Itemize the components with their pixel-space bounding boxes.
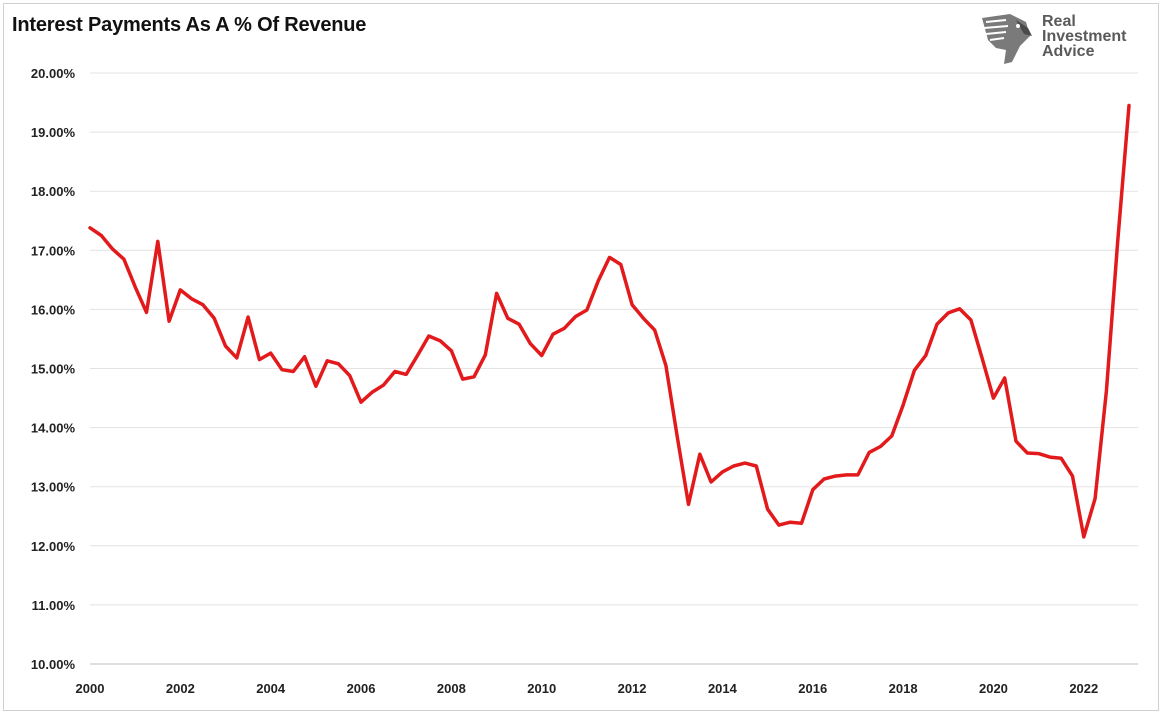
- x-tick-label: 2016: [798, 681, 827, 696]
- x-tick-label: 2018: [889, 681, 918, 696]
- y-tick-label: 19.00%: [31, 125, 76, 140]
- logo-wordmark: Real Investment Advice: [1042, 13, 1127, 60]
- logo-line-2: Investment: [1042, 28, 1127, 45]
- y-tick-label: 10.00%: [31, 657, 76, 672]
- x-tick-label: 2002: [166, 681, 195, 696]
- eagle-head-icon: [982, 14, 1032, 64]
- chart-title: Interest Payments As A % Of Revenue: [12, 14, 367, 36]
- x-tick-label: 2000: [76, 681, 105, 696]
- x-tick-label: 2022: [1069, 681, 1098, 696]
- x-tick-label: 2006: [347, 681, 376, 696]
- y-tick-label: 15.00%: [31, 362, 76, 377]
- chart-frame: [3, 3, 1159, 711]
- y-tick-label: 17.00%: [31, 243, 76, 258]
- x-tick-label: 2012: [618, 681, 647, 696]
- y-tick-label: 14.00%: [31, 421, 76, 436]
- x-tick-label: 2020: [979, 681, 1008, 696]
- x-tick-label: 2008: [437, 681, 466, 696]
- y-tick-label: 12.00%: [31, 539, 76, 554]
- x-tick-label: 2014: [708, 681, 738, 696]
- y-tick-label: 18.00%: [31, 184, 76, 199]
- y-tick-label: 16.00%: [31, 302, 76, 317]
- logo-line-3: Advice: [1042, 43, 1095, 60]
- y-tick-label: 13.00%: [31, 480, 76, 495]
- series-line: [88, 103, 1131, 539]
- x-tick-label: 2004: [256, 681, 286, 696]
- y-tick-label: 11.00%: [32, 598, 76, 613]
- x-tick-label: 2010: [527, 681, 556, 696]
- brand-logo: Real Investment Advice: [976, 10, 1146, 66]
- logo-line-1: Real: [1042, 13, 1076, 30]
- y-tick-label: 20.00%: [31, 66, 76, 81]
